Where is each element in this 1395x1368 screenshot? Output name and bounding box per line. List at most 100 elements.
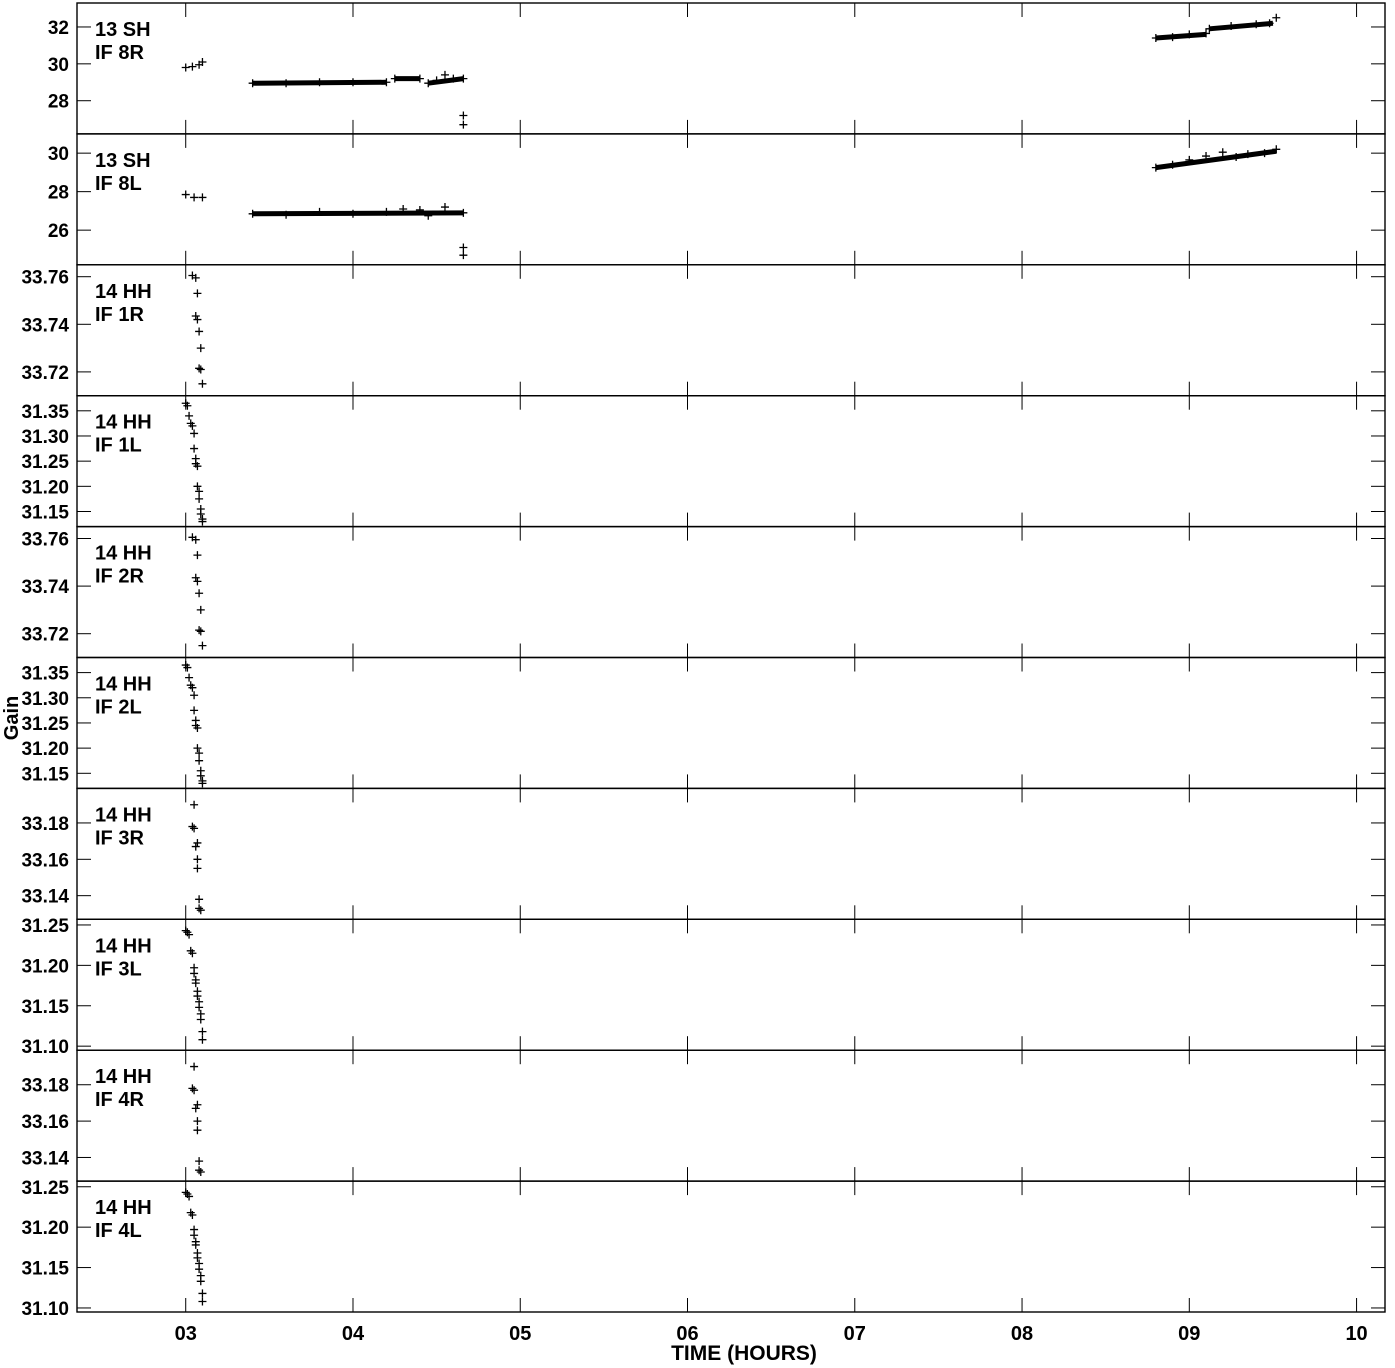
data-run [1155,31,1207,41]
data-point [190,1086,199,1095]
y-tick-label: 31.15 [21,997,69,1018]
y-tick-label: 33.16 [21,1112,69,1133]
data-point [196,605,205,614]
data-point [282,210,291,219]
data-point [1260,149,1269,158]
x-axis-label: TIME (HOURS) [671,1342,817,1365]
data-point [196,906,205,915]
data-point [348,78,357,87]
panel-if-label: IF 3R [95,827,144,849]
panel-frame [76,395,1386,528]
y-tick-label: 33.14 [21,887,69,908]
panel-if-label: IF 8R [95,42,144,64]
data-point [193,1117,202,1126]
y-tick-label: 33.14 [21,1148,69,1169]
data-point [1232,153,1241,161]
data-point [315,78,324,87]
data-point [198,1289,207,1298]
panel-station-label: 14 HH [95,935,152,957]
x-tick-label: 08 [1011,1323,1033,1345]
y-tick-label: 31.20 [21,739,69,760]
data-point [198,641,207,650]
panel-if-label: IF 8L [95,173,142,195]
y-tick-label: 31.20 [21,1218,69,1239]
data-point [348,209,357,218]
y-tick-label: 33.18 [21,1076,69,1097]
data-point [196,344,205,353]
y-tick-label: 30 [48,55,69,76]
data-point [188,1084,197,1093]
data-point [193,838,202,847]
data-run [1209,20,1274,32]
data-point [459,208,468,217]
y-tick-label: 33.76 [21,530,69,551]
data-point [382,207,391,216]
data-point [190,444,199,453]
data-point [193,462,202,471]
data-point [1218,148,1227,157]
panel-if-label: IF 1R [95,304,144,326]
data-point [188,949,197,958]
data-point [181,190,190,199]
data-point [193,551,202,560]
data-point [1151,163,1160,172]
data-point [190,1231,199,1240]
panel-station-label: 13 SH [95,19,151,41]
y-tick-label: 31.20 [21,477,69,498]
data-point [190,800,199,809]
data-point [198,57,207,66]
data-point [459,111,468,120]
y-tick-label: 26 [48,221,69,242]
panel-station-label: 14 HH [95,412,152,434]
data-point [191,535,200,544]
data-point [459,74,468,83]
panel-station-label: 14 HH [95,281,152,303]
data-run [427,76,464,86]
data-point [185,930,194,939]
data-point [190,706,199,715]
data-point [191,273,200,282]
data-point [1202,29,1211,38]
y-tick-label: 31.20 [21,956,69,977]
data-point [424,79,433,88]
data-point [382,78,391,87]
panel-frame [76,264,1386,397]
panel-if-label: IF 2R [95,566,144,588]
data-point [196,1277,205,1286]
data-point [195,327,204,336]
x-tick-label: 07 [844,1323,866,1345]
data-point [196,1168,205,1177]
data-point [195,589,204,598]
data-point [193,855,202,864]
data-point [1252,20,1261,29]
data-point [193,1126,202,1135]
panel-station-label: 14 HH [95,1066,152,1088]
data-point [1168,33,1177,42]
panel-frame [76,1180,1386,1313]
data-point [198,1035,207,1044]
data-point [190,1062,199,1071]
data-point [248,209,257,218]
y-tick-label: 31.25 [21,916,69,937]
data-point [191,1104,200,1113]
data-point [198,193,207,202]
data-point [193,289,202,298]
data-point [459,251,468,260]
data-point [190,824,199,833]
data-point [198,1027,207,1036]
data-run [252,210,464,217]
data-point [193,723,202,732]
data-point [449,74,458,83]
y-tick-label: 33.74 [21,315,69,336]
y-tick-label: 33.72 [21,625,69,646]
data-point [185,411,194,420]
data-point [196,1015,205,1024]
panel-frame [76,787,1386,921]
data-point [196,365,205,374]
data-point [188,683,197,692]
panel-frame [76,525,1386,659]
